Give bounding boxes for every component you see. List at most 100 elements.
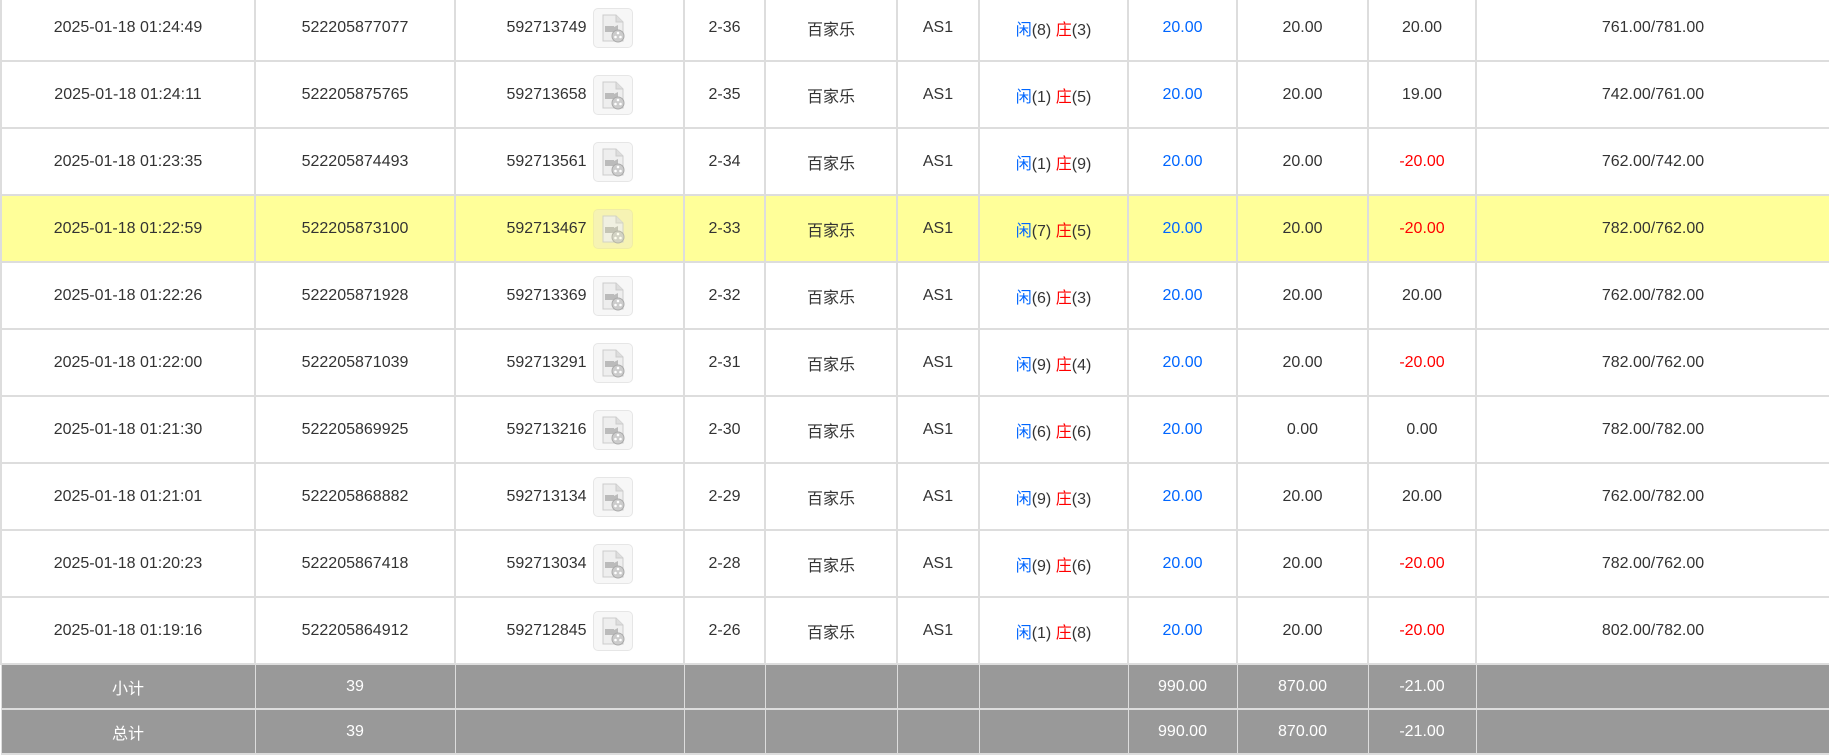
table-number: 2-34 — [683, 127, 766, 196]
empty-cell — [978, 663, 1129, 710]
table-row: 2025-01-18 01:21:01 522205868882 5927131… — [0, 462, 1829, 531]
player-label: 闲 — [1015, 289, 1032, 307]
video-file-icon[interactable] — [592, 275, 633, 316]
win-loss: 19.00 — [1367, 60, 1477, 129]
balance: 782.00/782.00 — [1475, 395, 1829, 464]
video-file-icon[interactable] — [592, 610, 633, 651]
valid-bet: 20.00 — [1236, 261, 1369, 330]
player-points: (9) — [1031, 490, 1052, 508]
round-number: 592713216 — [506, 420, 587, 438]
banker-points: (4) — [1071, 356, 1092, 374]
result-cell: 闲(9) 庄(4) — [978, 328, 1129, 397]
table-row: 2025-01-18 01:22:26 522205871928 5927133… — [0, 261, 1829, 330]
round-number: 592713034 — [506, 554, 587, 572]
video-file-icon[interactable] — [592, 543, 633, 584]
video-file-icon[interactable] — [592, 342, 633, 383]
player-label: 闲 — [1015, 423, 1032, 441]
banker-label: 庄 — [1055, 557, 1072, 575]
banker-label: 庄 — [1055, 624, 1072, 642]
bet-amount: 20.00 — [1127, 328, 1238, 397]
player-points: (8) — [1031, 21, 1052, 39]
round-number: 592713291 — [506, 353, 587, 371]
valid-bet: 20.00 — [1236, 596, 1369, 665]
empty-cell — [683, 663, 766, 710]
bet-amount: 20.00 — [1127, 0, 1238, 62]
game-name: 百家乐 — [764, 261, 898, 330]
banker-points: (6) — [1071, 423, 1092, 441]
round-cell: 592713658 — [454, 60, 685, 129]
video-file-icon[interactable] — [592, 141, 633, 182]
bet-amount: 20.00 — [1127, 60, 1238, 129]
player-points: (6) — [1031, 289, 1052, 307]
summary-valid: 870.00 — [1236, 708, 1369, 755]
bet-time: 2025-01-18 01:21:30 — [0, 395, 256, 464]
table-number: 2-30 — [683, 395, 766, 464]
summary-win: -21.00 — [1367, 708, 1477, 755]
room-name: AS1 — [896, 395, 980, 464]
bet-time: 2025-01-18 01:22:26 — [0, 261, 256, 330]
valid-bet: 20.00 — [1236, 0, 1369, 62]
bet-amount: 20.00 — [1127, 462, 1238, 531]
player-points: (9) — [1031, 557, 1052, 575]
win-loss: -20.00 — [1367, 194, 1477, 263]
table-row: 2025-01-18 01:19:16 522205864912 5927128… — [0, 596, 1829, 665]
player-label: 闲 — [1015, 557, 1032, 575]
video-file-icon[interactable] — [592, 208, 633, 249]
banker-points: (6) — [1071, 557, 1092, 575]
valid-bet: 20.00 — [1236, 194, 1369, 263]
player-points: (7) — [1031, 222, 1052, 240]
order-number: 522205868882 — [254, 462, 456, 531]
order-number: 522205871039 — [254, 328, 456, 397]
room-name: AS1 — [896, 0, 980, 62]
summary-win: -21.00 — [1367, 663, 1477, 710]
player-label: 闲 — [1015, 21, 1032, 39]
video-file-icon[interactable] — [592, 74, 633, 115]
game-name: 百家乐 — [764, 0, 898, 62]
round-number: 592713369 — [506, 286, 587, 304]
banker-points: (3) — [1071, 21, 1092, 39]
result-cell: 闲(7) 庄(5) — [978, 194, 1129, 263]
video-file-icon[interactable] — [592, 476, 633, 517]
bet-amount: 20.00 — [1127, 395, 1238, 464]
room-name: AS1 — [896, 596, 980, 665]
empty-cell — [454, 663, 685, 710]
video-file-icon[interactable] — [592, 7, 633, 48]
result-cell: 闲(6) 庄(6) — [978, 395, 1129, 464]
bet-time: 2025-01-18 01:22:59 — [0, 194, 256, 263]
summary-row: 小计 39 990.00 870.00 -21.00 — [0, 663, 1829, 710]
player-label: 闲 — [1015, 490, 1032, 508]
bet-time: 2025-01-18 01:24:11 — [0, 60, 256, 129]
bet-time: 2025-01-18 01:23:35 — [0, 127, 256, 196]
empty-cell — [764, 708, 898, 755]
player-points: (1) — [1031, 155, 1052, 173]
player-label: 闲 — [1015, 88, 1032, 106]
game-name: 百家乐 — [764, 462, 898, 531]
banker-label: 庄 — [1055, 423, 1072, 441]
order-number: 522205867418 — [254, 529, 456, 598]
bet-time: 2025-01-18 01:20:23 — [0, 529, 256, 598]
table-number: 2-29 — [683, 462, 766, 531]
round-number: 592713134 — [506, 487, 587, 505]
player-label: 闲 — [1015, 356, 1032, 374]
summary-valid: 870.00 — [1236, 663, 1369, 710]
balance: 762.00/782.00 — [1475, 462, 1829, 531]
bet-time: 2025-01-18 01:21:01 — [0, 462, 256, 531]
win-loss: -20.00 — [1367, 328, 1477, 397]
player-label: 闲 — [1015, 624, 1032, 642]
result-cell: 闲(9) 庄(3) — [978, 462, 1129, 531]
valid-bet: 20.00 — [1236, 60, 1369, 129]
game-name: 百家乐 — [764, 60, 898, 129]
video-file-icon[interactable] — [592, 409, 633, 450]
table-number: 2-33 — [683, 194, 766, 263]
room-name: AS1 — [896, 60, 980, 129]
round-number: 592713658 — [506, 85, 587, 103]
round-number: 592713561 — [506, 152, 587, 170]
balance: 782.00/762.00 — [1475, 328, 1829, 397]
round-cell: 592713034 — [454, 529, 685, 598]
room-name: AS1 — [896, 529, 980, 598]
table-number: 2-26 — [683, 596, 766, 665]
result-cell: 闲(1) 庄(8) — [978, 596, 1129, 665]
empty-cell — [1475, 708, 1829, 755]
game-name: 百家乐 — [764, 127, 898, 196]
game-name: 百家乐 — [764, 328, 898, 397]
